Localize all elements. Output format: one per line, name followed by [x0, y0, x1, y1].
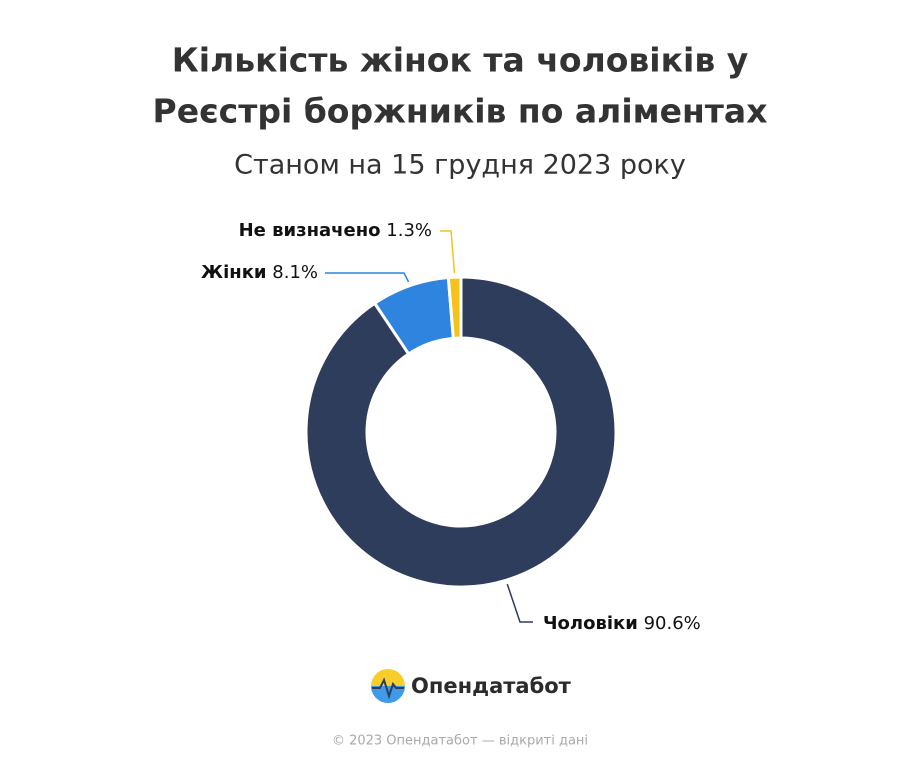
donut: Чоловіки 90.6% Жінки 8.1% Не визначено 1.3… — [201, 220, 701, 634]
slice — [446, 275, 463, 340]
label-name: Не визначено — [239, 220, 381, 241]
leader-line — [506, 583, 533, 623]
label-value: 90.6% — [644, 613, 701, 634]
data-label: Чоловіки 90.6% — [543, 613, 701, 634]
label-name: Чоловіки — [543, 613, 638, 634]
logo-wave — [372, 677, 404, 700]
leader-line — [325, 272, 410, 283]
footer: © 2023 Опендатабот — відкриті дані — [332, 734, 588, 749]
chart-title: Кількість жінок та чоловіків у — [172, 41, 748, 80]
data-label: Не визначено 1.3% — [239, 220, 432, 241]
logo-text: Опендатабот — [411, 674, 572, 698]
logo-icon — [371, 669, 405, 703]
data-label: Жінки 8.1% — [201, 262, 318, 283]
label-name: Жінки — [201, 262, 266, 283]
chart-subtitle: Станом на 15 грудня 2023 року — [234, 150, 686, 181]
leader-line — [440, 230, 456, 274]
chart-title: Реєстрі боржників по аліментах — [153, 92, 768, 131]
label-value: 8.1% — [272, 262, 318, 283]
label-value: 1.3% — [386, 220, 432, 241]
slice — [304, 275, 618, 589]
logo: Опендатабот — [371, 669, 572, 703]
